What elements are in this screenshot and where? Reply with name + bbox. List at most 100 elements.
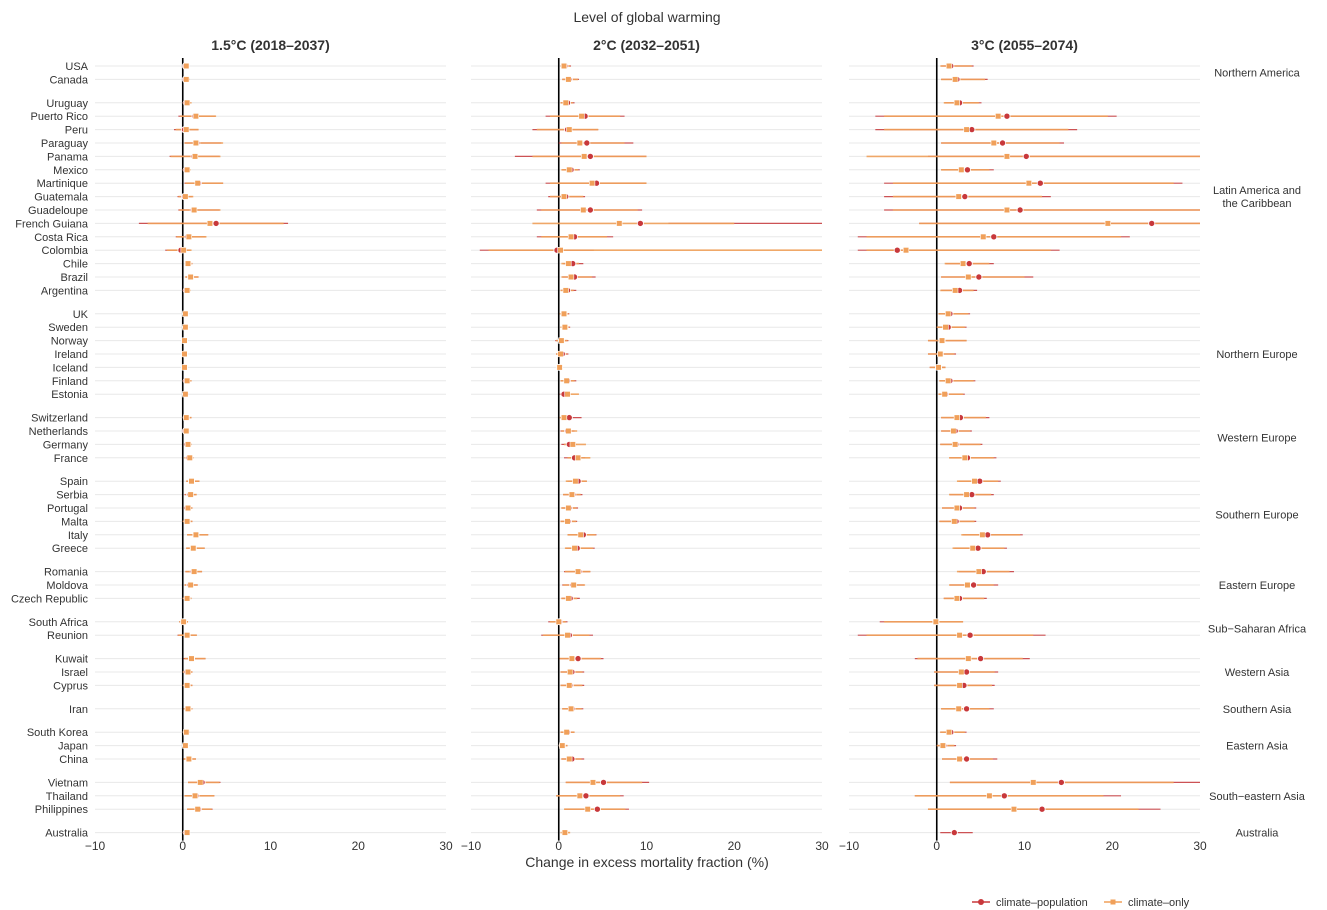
square-marker (184, 441, 192, 448)
square-marker (567, 705, 575, 712)
country-label: Vietnam (48, 777, 88, 789)
country-label: Netherlands (29, 426, 89, 438)
square-marker (181, 350, 188, 358)
x-tick-labels: −10 0 10 20 30 −10 0 10 20 30 −10 0 10 20 30 (85, 839, 1207, 853)
point-marker (999, 139, 1007, 147)
square-marker (191, 153, 199, 160)
square-marker (180, 618, 187, 625)
point-marker (586, 152, 594, 160)
square-marker (979, 531, 986, 538)
square-marker (588, 180, 596, 187)
square-marker (566, 755, 573, 763)
x-axis-label: Change in excess mortality fraction (%) (525, 854, 769, 870)
square-marker (194, 180, 201, 187)
square-marker (945, 310, 952, 317)
square-marker (956, 682, 963, 689)
square-marker (183, 126, 190, 133)
zero-lines (181, 58, 938, 841)
country-label: Iceland (53, 362, 88, 374)
square-marker (190, 545, 197, 552)
square-marker (183, 76, 190, 83)
point-marker (1003, 112, 1011, 120)
square-marker (902, 247, 910, 254)
square-marker (571, 545, 578, 552)
square-marker (187, 273, 194, 281)
square-marker (937, 350, 944, 358)
square-marker (569, 441, 576, 448)
region-label: Latin America and the Caribbean (1213, 185, 1301, 210)
square-marker (556, 364, 563, 371)
square-marker (969, 545, 976, 552)
square-marker (184, 705, 192, 712)
legend-square-marker (1110, 899, 1116, 905)
square-marker (939, 742, 946, 749)
square-marker (955, 193, 962, 200)
country-label: Chile (63, 259, 88, 271)
square-marker (963, 126, 970, 133)
point-marker (963, 166, 971, 174)
square-marker (182, 742, 189, 749)
square-marker (560, 62, 568, 70)
square-marker (566, 682, 573, 689)
square-marker (560, 310, 568, 317)
country-label: Serbia (56, 490, 89, 502)
square-marker (185, 233, 192, 240)
square-marker (186, 454, 193, 461)
x-tick-label: −10 (461, 839, 482, 853)
country-label: Costa Rica (34, 232, 89, 244)
square-marker (184, 595, 191, 602)
square-marker (565, 595, 572, 602)
country-label: Czech Republic (11, 593, 89, 605)
square-marker (565, 427, 572, 435)
country-label: Philippines (35, 804, 89, 816)
square-marker (951, 518, 958, 525)
country-label: Reunion (47, 630, 88, 642)
square-marker (181, 364, 188, 371)
square-marker (580, 206, 587, 214)
country-label: South Africa (29, 617, 89, 629)
legend-circle-marker (978, 899, 984, 905)
country-label: France (54, 453, 88, 465)
square-marker (568, 655, 576, 662)
square-marker (564, 518, 571, 525)
country-label: Ireland (54, 349, 88, 361)
square-marker (577, 531, 584, 538)
square-marker (565, 504, 572, 512)
square-marker (184, 518, 191, 525)
x-tick-label: 20 (352, 839, 366, 853)
square-marker (559, 742, 566, 749)
square-marker (184, 166, 191, 173)
square-marker (184, 632, 191, 639)
country-label: Brazil (60, 272, 88, 284)
region-label: Sub−Saharan Africa (1208, 624, 1307, 636)
square-marker (955, 705, 962, 712)
country-label: Israel (61, 667, 88, 679)
square-marker (192, 531, 200, 538)
point-marker (990, 233, 998, 241)
square-marker (953, 99, 961, 106)
square-marker (572, 478, 579, 485)
country-label: Italy (68, 530, 89, 542)
legend-label: climate–population (996, 897, 1088, 909)
x-tick-label: −10 (85, 839, 106, 853)
point-marker (893, 246, 901, 254)
square-marker (932, 618, 939, 625)
country-label: Guadeloupe (28, 205, 88, 217)
region-label: Western Asia (1225, 667, 1290, 679)
country-label: Estonia (51, 389, 89, 401)
square-marker (990, 139, 997, 147)
country-label: Romania (44, 567, 89, 579)
square-marker (184, 377, 191, 384)
square-marker (560, 193, 568, 200)
panel-title: 2°C (2032–2051) (593, 37, 700, 53)
square-marker (561, 829, 568, 836)
square-marker (191, 568, 198, 575)
square-marker (191, 792, 199, 799)
x-tick-label: 30 (1193, 839, 1207, 853)
country-label: Canada (49, 74, 88, 86)
x-tick-label: −10 (839, 839, 860, 853)
square-marker (945, 377, 952, 384)
point-marker (1057, 778, 1065, 786)
square-marker (958, 166, 965, 173)
